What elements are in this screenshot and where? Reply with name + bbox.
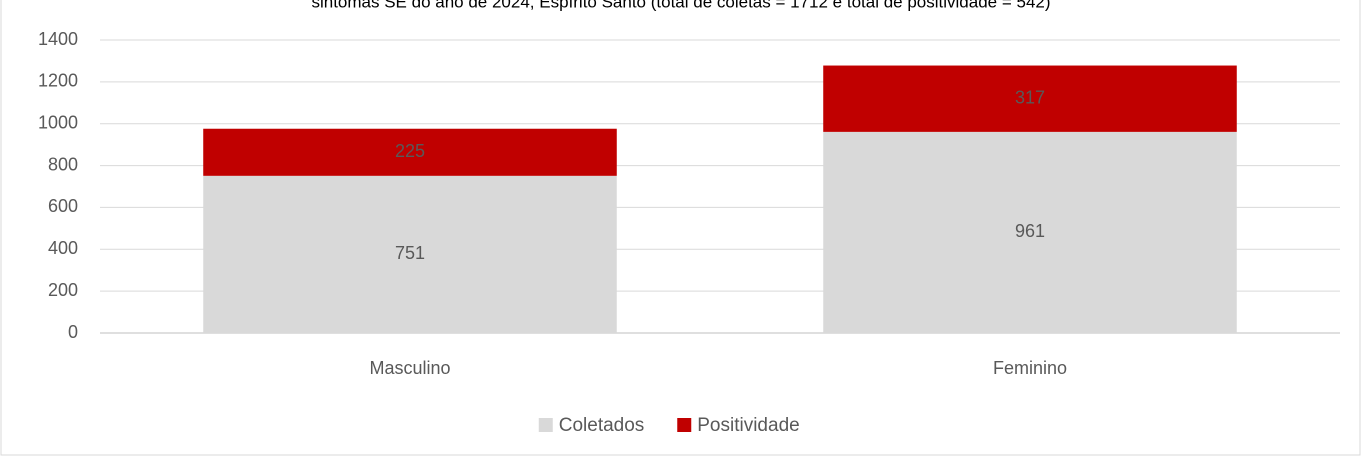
y-tick-label: 1400 [38, 29, 78, 49]
x-tick-label: Feminino [993, 358, 1067, 378]
bar-segment [203, 175, 617, 333]
y-tick-label: 0 [68, 322, 78, 342]
y-tick-label: 1200 [38, 71, 78, 91]
bar-segment [823, 131, 1237, 333]
y-tick-label: 800 [48, 154, 78, 174]
legend-swatch [677, 418, 692, 432]
data-label: 225 [395, 141, 425, 161]
data-label: 317 [1015, 87, 1045, 107]
legend-label: Positividade [697, 415, 799, 436]
y-tick-label: 600 [48, 196, 78, 216]
y-tick-label: 400 [48, 238, 78, 258]
legend-swatch [538, 418, 553, 432]
bar-segment [823, 65, 1237, 132]
legend-label: Coletados [559, 415, 645, 436]
chart-title: sintomas SE do ano de 2024, Espírito San… [311, 0, 1050, 11]
y-tick-label: 1000 [38, 112, 78, 132]
x-tick-label: Masculino [369, 358, 450, 378]
data-label: 751 [395, 243, 425, 263]
data-label: 961 [1015, 221, 1045, 241]
bar-segment [203, 128, 617, 176]
y-tick-label: 200 [48, 280, 78, 300]
